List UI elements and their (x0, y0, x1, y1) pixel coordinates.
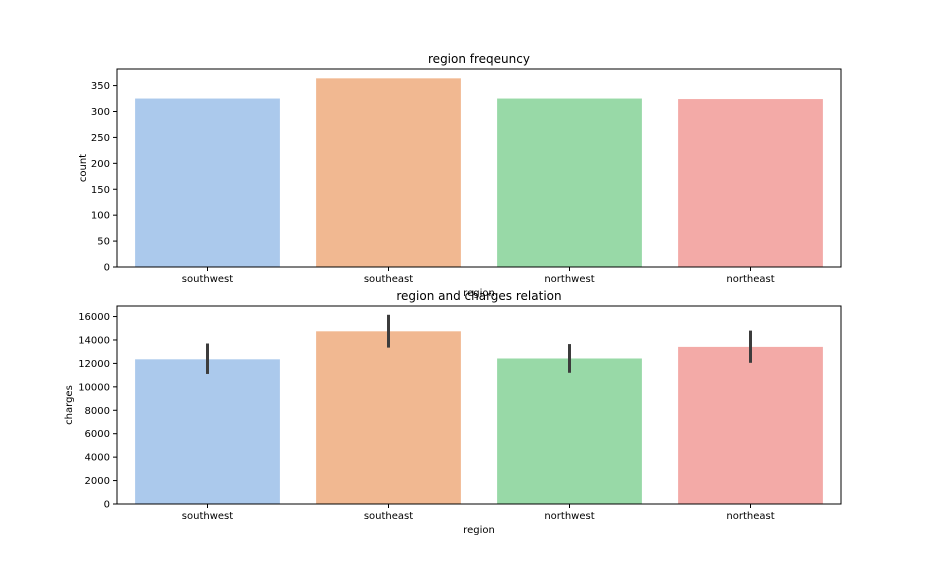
y-tick-label: 12000 (78, 359, 110, 370)
x-tick-label: northwest (544, 511, 594, 522)
y-tick-label: 200 (91, 159, 110, 170)
x-tick-label: southeast (364, 274, 413, 285)
y-tick-label: 350 (91, 81, 110, 92)
y-tick-label: 100 (91, 211, 110, 222)
x-tick-label: northwest (544, 274, 594, 285)
y-tick-label: 16000 (78, 312, 110, 323)
bar-northeast (678, 99, 823, 267)
y-axis-label: charges (64, 385, 75, 425)
y-tick-label: 150 (91, 185, 110, 196)
x-tick-label: northeast (726, 511, 774, 522)
y-tick-label: 0 (104, 500, 110, 511)
chart-title: region and charges relation (396, 289, 561, 303)
y-axis-label: count (78, 154, 89, 182)
y-tick-label: 4000 (85, 453, 110, 464)
y-tick-label: 6000 (85, 429, 110, 440)
bar-southeast (316, 331, 461, 504)
y-tick-label: 250 (91, 133, 110, 144)
chart-region-frequency: 0 50 100 150 200 250 300 350 southwest southeast n… (78, 52, 842, 299)
x-axis-label: region (463, 288, 495, 299)
chart-region-charges: 0 2000 4000 6000 8000 10000 12000 14000 16000 sou… (64, 289, 842, 536)
x-axis-label: region (463, 525, 495, 536)
bar-southwest (135, 98, 280, 268)
x-tick-label: southwest (182, 274, 233, 285)
axes-frame (116, 305, 842, 505)
chart-title: region freqeuncy (428, 52, 530, 66)
y-tick-label: 300 (91, 107, 110, 118)
bar-northwest (497, 98, 642, 268)
bar-northeast (678, 346, 823, 504)
bar-southeast (316, 78, 461, 268)
x-tick-label: northeast (726, 274, 774, 285)
y-tick-label: 10000 (78, 382, 110, 393)
bar-northwest (497, 358, 642, 504)
y-tick-label: 8000 (85, 406, 110, 417)
x-tick-label: southwest (182, 511, 233, 522)
x-tick-label: southeast (364, 511, 413, 522)
y-tick-label: 2000 (85, 476, 110, 487)
axes-frame (116, 68, 842, 268)
y-tick-label: 50 (97, 237, 110, 248)
y-tick-label: 14000 (78, 335, 110, 346)
bar-southwest (135, 359, 280, 504)
y-tick-label: 0 (104, 263, 110, 274)
